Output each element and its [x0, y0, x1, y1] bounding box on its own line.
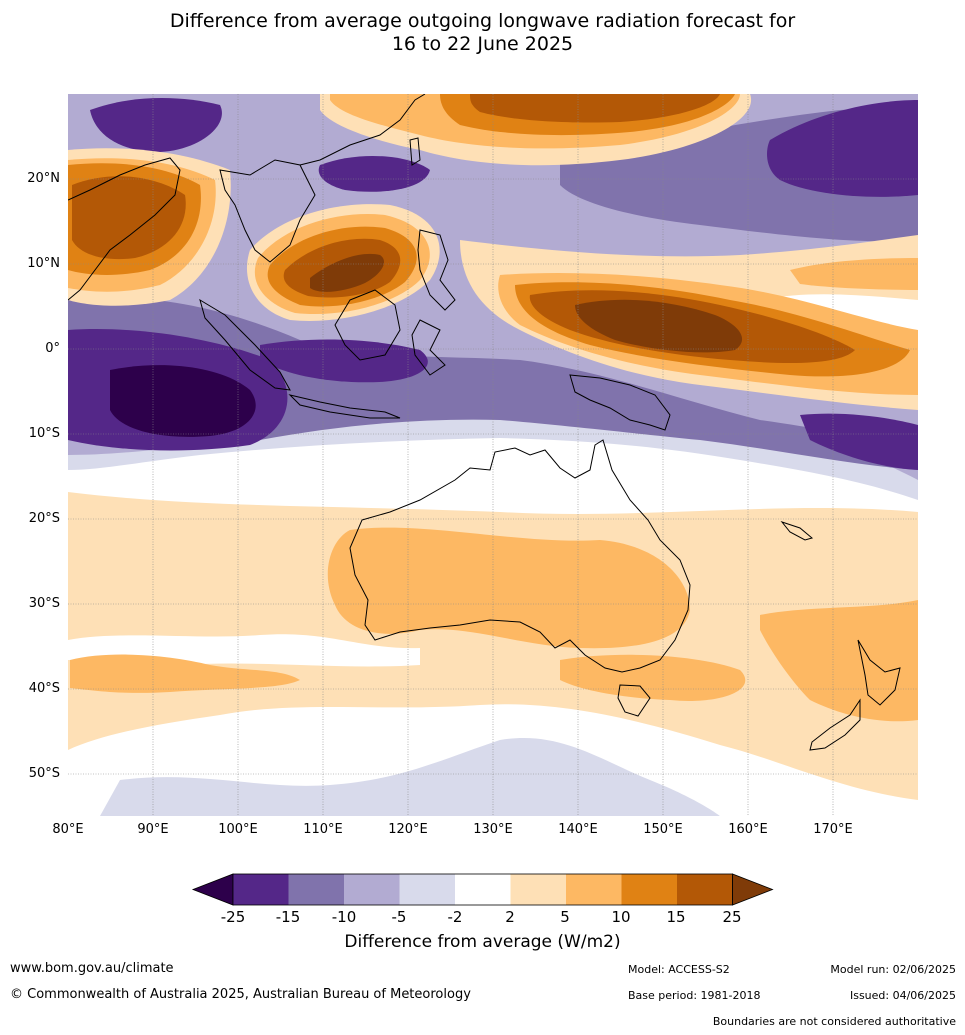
footer-model: Model: ACCESS-S2: [628, 963, 730, 976]
colorbar-segment: [233, 874, 289, 905]
footer-model-run: Model run: 02/06/2025: [830, 963, 956, 976]
lat-label-0: 0°: [45, 341, 60, 356]
lon-label-170e: 170°E: [813, 822, 853, 837]
anomaly-region-north-orange-deep: [470, 94, 720, 123]
lon-label-130e: 130°E: [473, 822, 513, 837]
coast-sulawesi: [411, 319, 446, 376]
colorbar-segment: [510, 874, 566, 905]
coast-china: [299, 94, 426, 166]
anomaly-region-indian-ocean-extreme: [110, 365, 256, 437]
graticule: [68, 94, 918, 816]
footer-issued: Issued: 04/06/2025: [849, 989, 956, 1002]
colorbar-segments: [191, 873, 774, 906]
coast-australia: [349, 439, 691, 673]
colorbar-title: Difference from average (W/m2): [344, 932, 621, 952]
coast-sumatra: [199, 298, 291, 391]
colorbar-segment: [621, 874, 677, 905]
anomaly-region-australia: [327, 527, 690, 649]
coast-taiwan: [409, 137, 421, 166]
lon-label-80e: 80°E: [52, 822, 84, 837]
anomaly-region-tasman-orange: [760, 600, 918, 722]
colorbar-segment: [455, 874, 511, 905]
lon-label-100e: 100°E: [218, 822, 258, 837]
footer-disclaimer: Boundaries are not considered authoritat…: [712, 1015, 956, 1028]
anomaly-region-pacific-extreme: [575, 299, 743, 353]
lat-label-40s: 40°S: [28, 681, 60, 696]
anomaly-region-maritime-deep: [260, 339, 428, 383]
coastlines: [68, 94, 901, 751]
anomaly-region-pacific-east-deep: [800, 413, 918, 470]
coast-java: [288, 394, 401, 419]
footer-website[interactable]: www.bom.gov.au/climate: [10, 961, 174, 976]
coast-new-zealand-south: [809, 698, 861, 751]
colorbar-tick-label: 25: [722, 908, 742, 926]
colorbar-segment: [677, 874, 733, 905]
coast-india: [68, 157, 181, 301]
colorbar-segment: [566, 874, 622, 905]
lat-label-20n: 20°N: [27, 171, 60, 186]
map-title: Difference from average outgoing longwav…: [0, 10, 965, 56]
lat-label-50s: 50°S: [28, 766, 60, 781]
anomaly-region-far-south: [100, 738, 720, 816]
colorbar-extend-low: [191, 873, 234, 906]
anomaly-region-south-orange-1: [70, 654, 300, 693]
colorbar-tick-label: 5: [560, 908, 570, 926]
anomaly-region-north-pacific-extreme: [767, 100, 918, 197]
lon-label-160e: 160°E: [728, 822, 768, 837]
anomaly-region-south-orange-2: [560, 654, 746, 701]
anomaly-region-tropical-deep: [68, 297, 918, 470]
footer-base-period: Base period: 1981-2018: [628, 989, 761, 1002]
colorbar-tick-label: -2: [447, 908, 463, 926]
lat-label-10n: 10°N: [27, 256, 60, 271]
colorbar-tick-label: -25: [220, 908, 246, 926]
title-line-1: Difference from average outgoing longwav…: [169, 10, 796, 32]
lon-label-140e: 140°E: [558, 822, 598, 837]
anomaly-region-south-band: [68, 492, 918, 800]
colorbar-segment: [344, 874, 400, 905]
coast-new-zealand-north: [857, 639, 901, 706]
colorbar-segment: [288, 874, 344, 905]
colorbar-frame: [232, 873, 733, 906]
coast-indochina: [219, 159, 316, 263]
colorbar-tick-label: -15: [275, 908, 301, 926]
lat-label-30s: 30°S: [28, 596, 60, 611]
anomaly-region-indochina-deep: [90, 98, 222, 152]
anomaly-region-pacific-northern-strip: [790, 258, 918, 290]
coast-tasmania: [617, 684, 651, 717]
anomaly-region-india-deep: [72, 176, 186, 260]
title-line-2: 16 to 22 June 2025: [391, 33, 574, 55]
colorbar-tick-label: 10: [611, 908, 631, 926]
coast-borneo: [334, 289, 401, 361]
coast-new-caledonia: [780, 520, 814, 541]
colorbar-tick-label: -10: [331, 908, 357, 926]
coast-philippines: [417, 229, 456, 311]
colorbar-tick-label: 15: [666, 908, 686, 926]
lon-label-120e: 120°E: [388, 822, 428, 837]
lat-label-10s: 10°S: [28, 426, 60, 441]
lat-label-20s: 20°S: [28, 511, 60, 526]
lon-label-150e: 150°E: [643, 822, 683, 837]
colorbar-extend-high: [732, 873, 774, 906]
colorbar-segment: [399, 874, 455, 905]
anomaly-region-scs-extreme: [310, 253, 385, 292]
colorbar-tick-label: 2: [505, 908, 515, 926]
anomaly-region-south-china-purple: [318, 155, 430, 192]
lon-label-90e: 90°E: [137, 822, 169, 837]
lon-label-110e: 110°E: [303, 822, 343, 837]
footer-copyright: © Commonwealth of Australia 2025, Austra…: [10, 987, 471, 1002]
colorbar-tick-label: -5: [391, 908, 407, 926]
coast-new-guinea: [569, 374, 671, 431]
